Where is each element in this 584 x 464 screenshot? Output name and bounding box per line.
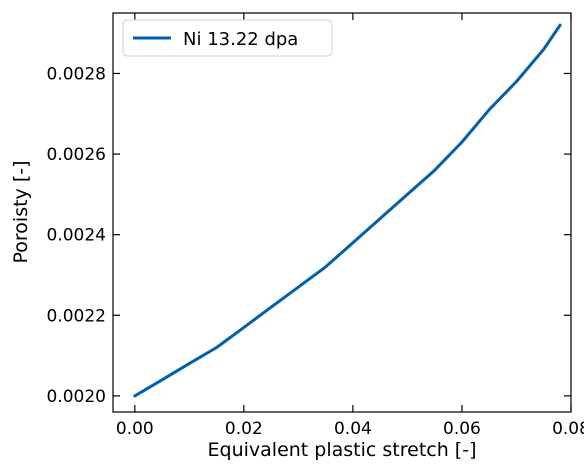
- x-axis-ticks: 0.00 0.02 0.04 0.06 0.08: [116, 13, 584, 439]
- x-tick-label: 0.08: [552, 419, 584, 439]
- y-tick-label: 0.0020: [47, 387, 106, 407]
- x-tick-label: 0.06: [443, 419, 481, 439]
- y-axis-label: Poroisty [-]: [10, 160, 32, 263]
- legend: Ni 13.22 dpa: [122, 19, 333, 57]
- y-tick-label: 0.0028: [47, 64, 106, 84]
- x-tick-label: 0.04: [334, 419, 372, 439]
- x-tick-label: 0.02: [225, 419, 263, 439]
- x-tick-label: 0.00: [116, 419, 154, 439]
- x-axis-label: Equivalent plastic stretch [-]: [208, 439, 477, 461]
- legend-box: [122, 19, 333, 57]
- y-tick-label: 0.0026: [47, 145, 106, 165]
- series-layer: [133, 23, 562, 398]
- series-line: [133, 23, 562, 398]
- y-tick-label: 0.0024: [47, 226, 106, 246]
- legend-label: Ni 13.22 dpa: [183, 29, 298, 50]
- plot-area: [112, 12, 572, 413]
- y-tick-label: 0.0022: [47, 306, 106, 326]
- y-axis-ticks: 0.0020 0.0022 0.0024 0.0026 0.0028: [47, 64, 571, 407]
